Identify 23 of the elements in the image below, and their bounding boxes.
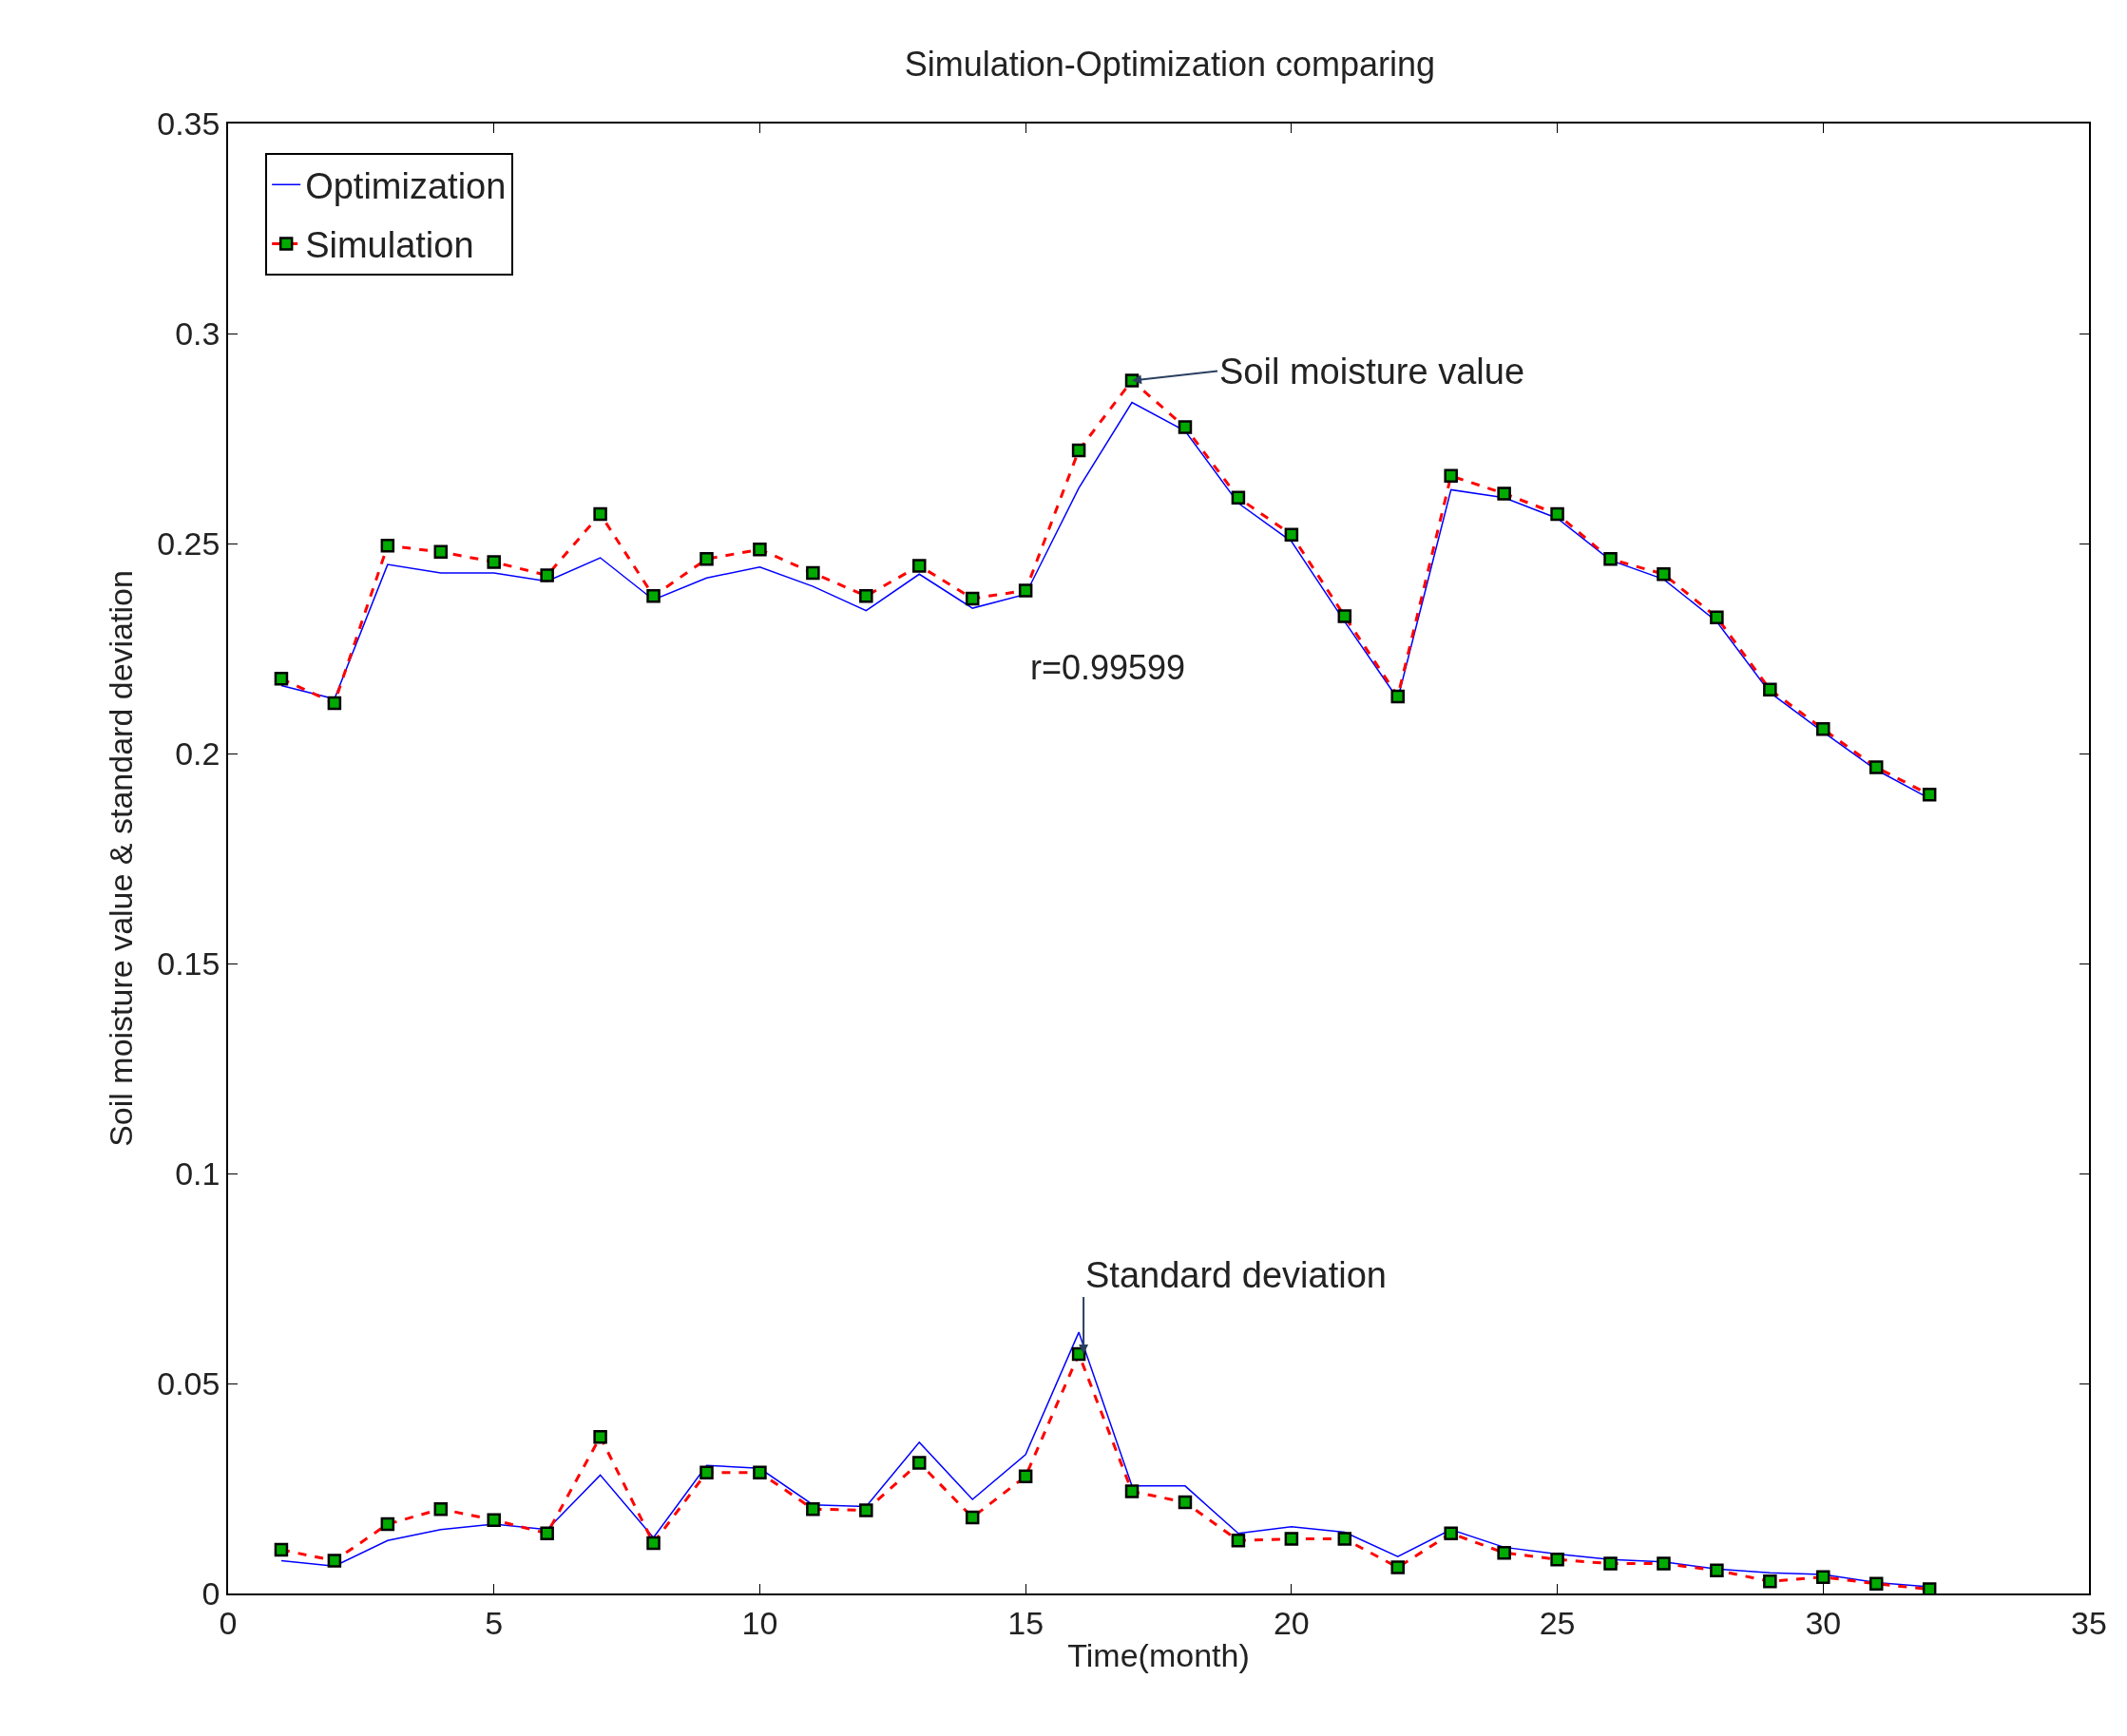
- y-tick-label: 0: [201, 1574, 220, 1612]
- y-tick-label: 0.2: [175, 734, 220, 772]
- legend-label: Optimization: [305, 165, 507, 206]
- x-tick-label: 10: [741, 1604, 778, 1641]
- legend-label: Simulation: [305, 225, 474, 266]
- y-tick-label: 0.25: [157, 525, 220, 562]
- x-tick-label: 5: [485, 1604, 504, 1641]
- x-tick-label: 20: [1273, 1604, 1310, 1641]
- y-axis-title: Soil moisture value & standard deviation: [103, 570, 140, 1147]
- y-tick-label: 0.15: [157, 944, 220, 982]
- x-tick-label: 30: [1805, 1604, 1842, 1641]
- x-tick-label: 25: [1539, 1604, 1576, 1641]
- y-tick-label: 0.05: [157, 1364, 220, 1402]
- chart-title: Simulation-Optimization comparing: [904, 45, 1436, 85]
- x-axis-title: Time(month): [1067, 1637, 1250, 1674]
- x-tick-label: 15: [1007, 1604, 1044, 1641]
- y-tick-label: 0.35: [157, 105, 220, 142]
- annotation: Soil moisture value: [1219, 352, 1525, 391]
- annotation: Standard deviation: [1085, 1255, 1387, 1295]
- x-tick-label: 35: [2071, 1604, 2107, 1641]
- annotation: r=0.99599: [1030, 648, 1186, 687]
- y-tick-label: 0.1: [175, 1154, 220, 1192]
- y-tick-label: 0.3: [175, 315, 220, 352]
